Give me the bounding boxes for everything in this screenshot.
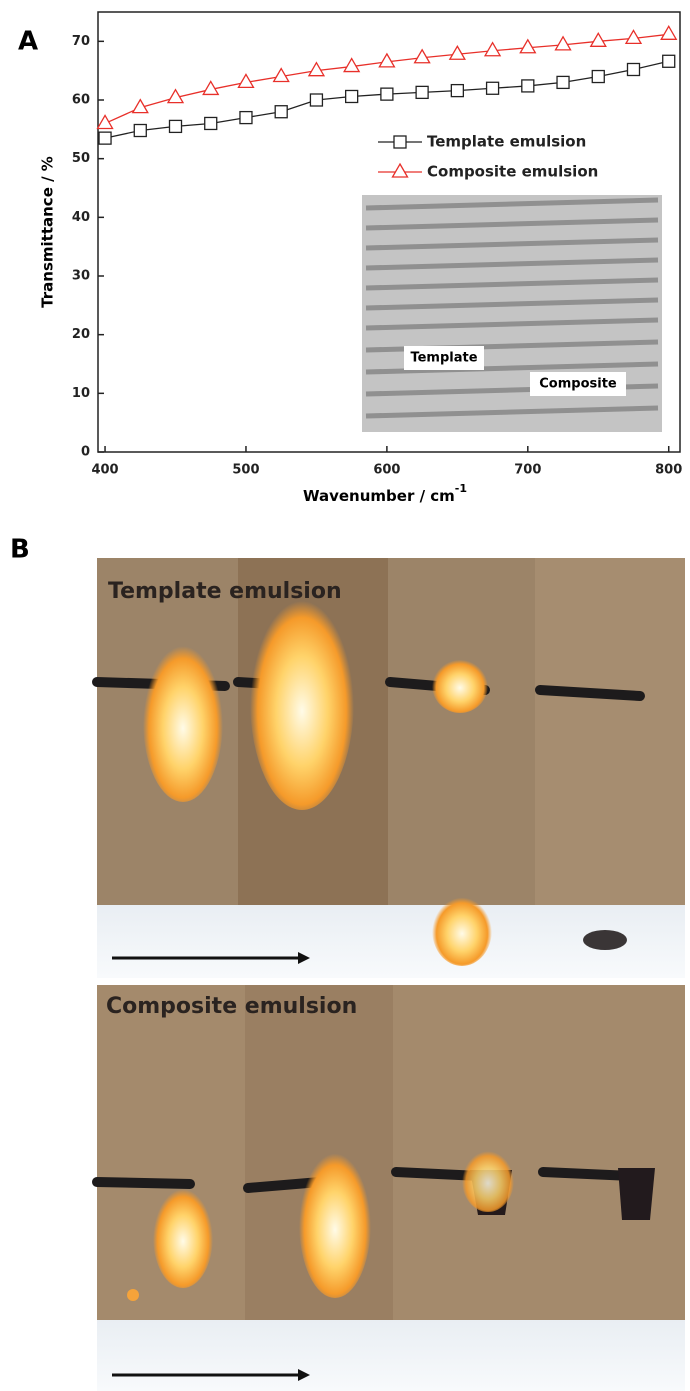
marker [556, 75, 570, 90]
panel-label: B [10, 535, 30, 565]
x-tick-label: 500 [232, 463, 259, 478]
y-axis-label: Transmittance / % [39, 156, 57, 308]
legend-marker [393, 135, 407, 149]
x-axis-label-sup: -1 [455, 482, 467, 495]
flame [143, 638, 223, 802]
flame [299, 1146, 371, 1298]
y-tick-label: 0 [81, 445, 90, 460]
marker [662, 54, 676, 68]
marker [131, 98, 149, 114]
marker [237, 73, 255, 89]
marker [133, 123, 147, 138]
marker [415, 85, 429, 100]
plot-frame [97, 11, 681, 453]
x-tick-label: 400 [91, 463, 118, 478]
row-title: Composite emulsion [106, 994, 357, 1019]
y-tick-label: 70 [72, 34, 90, 49]
legend-label: Template emulsion [427, 133, 586, 151]
flame [250, 590, 354, 810]
legend-label: Composite emulsion [427, 163, 598, 181]
chart: A Template Composite Transmittance / % W… [18, 11, 682, 505]
y-tick-label: 40 [72, 210, 90, 225]
marker [589, 32, 607, 47]
flame [153, 1184, 213, 1288]
marker [239, 110, 253, 125]
marker [554, 35, 572, 51]
marker [307, 61, 326, 77]
marker [413, 48, 431, 64]
marker [626, 62, 641, 77]
photo-panel: B Template emulsion Compo [10, 535, 685, 1391]
photo-row: Composite emulsion [92, 985, 685, 1391]
marker [450, 83, 464, 98]
y-tick-label: 10 [72, 386, 90, 401]
marker [96, 114, 114, 130]
marker [660, 24, 678, 40]
inset-label: Composite [539, 377, 617, 392]
marker [166, 88, 185, 104]
x-tick-label: 800 [655, 463, 682, 478]
marker [98, 131, 112, 145]
ash [583, 930, 627, 950]
charred-stick [618, 1168, 655, 1220]
panel-label: A [18, 27, 38, 57]
legend-marker [391, 162, 409, 178]
marker [485, 81, 500, 95]
marker [591, 69, 605, 84]
arrow-head [298, 1369, 310, 1381]
floor [97, 1320, 685, 1391]
marker [204, 116, 218, 131]
y-tick-label: 20 [72, 327, 90, 342]
inset-label-box [530, 372, 626, 396]
drip [127, 1289, 139, 1301]
marker [345, 89, 359, 104]
marker [309, 93, 324, 107]
arrow-head [298, 952, 310, 964]
marker [378, 52, 396, 68]
row-title: Template emulsion [108, 579, 342, 604]
y-tick-label: 50 [72, 151, 90, 166]
marker [624, 29, 643, 45]
x-axis-label-text: Wavenumber / cm [303, 487, 455, 505]
flame [432, 657, 488, 713]
marker [519, 38, 537, 54]
marker [168, 119, 183, 134]
x-axis-label: Wavenumber / cm-1 [303, 482, 467, 505]
marker [521, 79, 535, 93]
inset-photo [362, 195, 662, 432]
x-tick-label: 600 [373, 463, 400, 478]
flame [432, 894, 492, 966]
marker [483, 41, 502, 57]
marker [274, 105, 288, 119]
marker [343, 57, 361, 73]
inset-label-box [404, 346, 484, 370]
y-tick-label: 60 [72, 93, 90, 108]
inset-label: Template [410, 351, 477, 366]
marker [380, 87, 394, 101]
marker [272, 67, 290, 83]
y-tick-label: 30 [72, 269, 90, 284]
marker [448, 44, 466, 60]
flame [462, 1148, 514, 1212]
x-tick-label: 700 [514, 463, 541, 478]
marker [202, 80, 220, 96]
photo-row: Template emulsion [92, 558, 685, 978]
